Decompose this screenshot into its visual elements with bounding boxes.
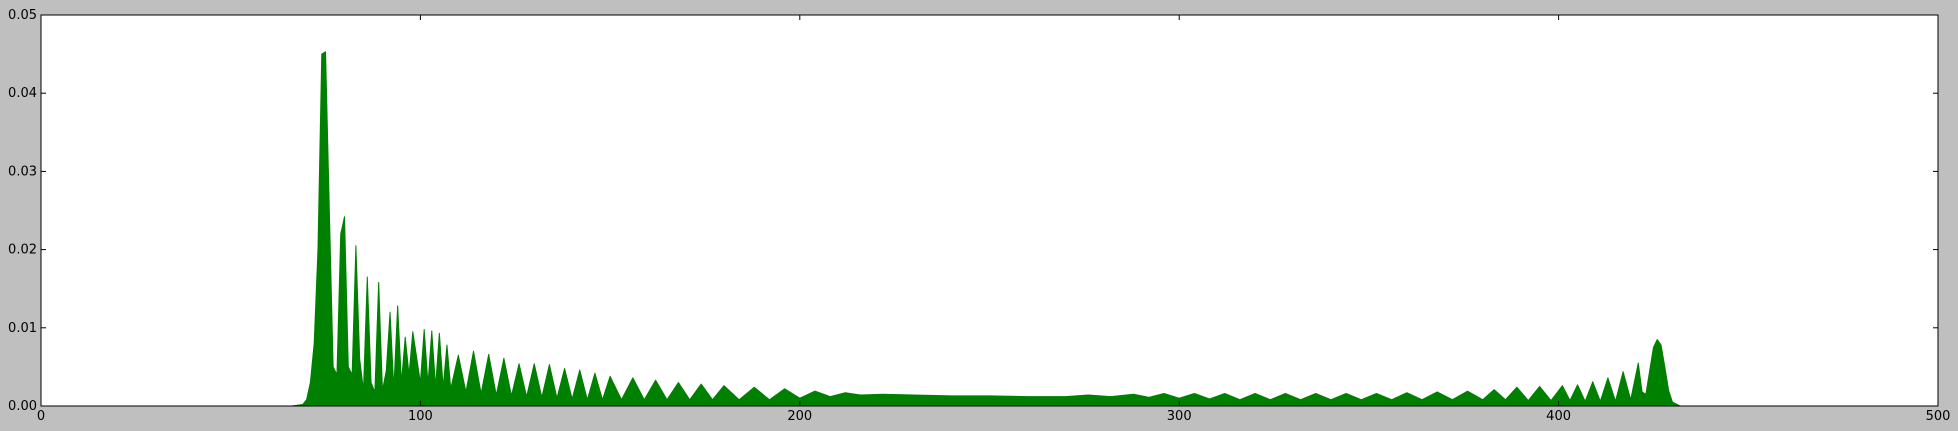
y-tick-label: 0.01 bbox=[8, 321, 37, 336]
x-tick-label: 0 bbox=[37, 409, 45, 424]
y-tick-label: 0.04 bbox=[8, 86, 37, 101]
ticks-layer: 0 100 200 300 400 500 0.00 0.01 0.02 0.03 0.04 0.05 bbox=[8, 8, 1950, 424]
x-tick-label: 300 bbox=[1167, 409, 1192, 424]
y-tick-label: 0.02 bbox=[8, 243, 37, 258]
x-tick-label: 400 bbox=[1546, 409, 1571, 424]
series-area-0 bbox=[40, 51, 1939, 407]
y-tick-label: 0.00 bbox=[8, 399, 37, 414]
x-tick-label: 500 bbox=[1926, 409, 1951, 424]
y-tick-label: 0.05 bbox=[8, 8, 37, 23]
plot-frame bbox=[40, 14, 1939, 407]
series-layer bbox=[40, 51, 1939, 407]
x-tick-label: 200 bbox=[787, 409, 812, 424]
y-tick-label: 0.03 bbox=[8, 164, 37, 179]
x-tick-label: 100 bbox=[408, 409, 433, 424]
